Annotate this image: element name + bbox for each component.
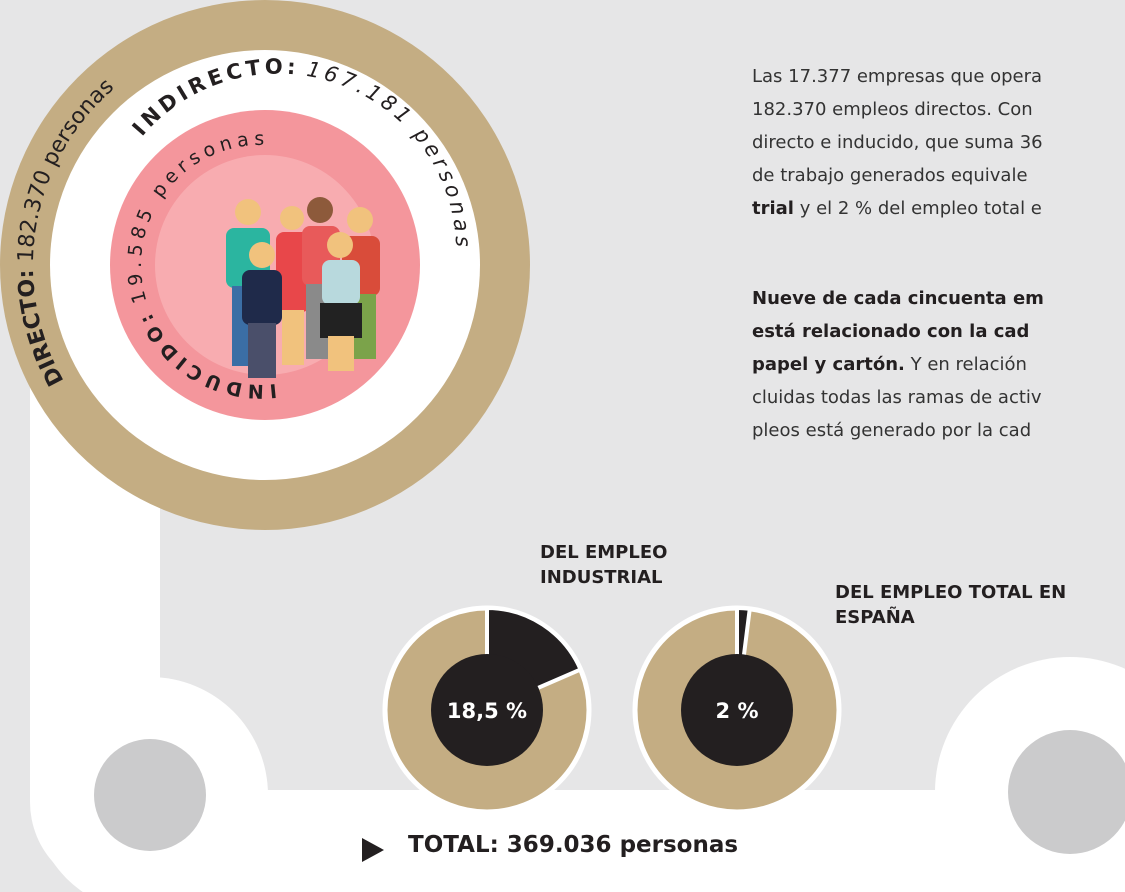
paragraph: Las 17.377 empresas que opera 182.370 emp… — [752, 60, 1043, 225]
text-segment: Nueve de cada cincuenta em — [752, 288, 1044, 309]
text-segment: está relacionado con la cad — [752, 321, 1030, 342]
text-segment: de trabajo generados equivale — [752, 165, 1028, 186]
text-segment: Y en relación — [904, 354, 1027, 375]
text-segment: pleos está generado por la cad — [752, 420, 1032, 441]
text-segment: 182.370 empleos directos. Con — [752, 99, 1033, 120]
donut-label: DEL EMPLEO INDUSTRIAL — [540, 542, 668, 588]
text-segment: cluidas todas las ramas de activ — [752, 387, 1042, 408]
paragraph-line: de trabajo generados equivale — [752, 159, 1043, 192]
paragraph-line: Nueve de cada cincuenta em — [752, 282, 1044, 315]
paragraph-line: cluidas todas las ramas de activ — [752, 381, 1044, 414]
track-knob — [1008, 730, 1125, 854]
text-segment: directo e inducido, que suma 36 — [752, 132, 1043, 153]
paragraph-line: 182.370 empleos directos. Con — [752, 93, 1043, 126]
text-segment: y el 2 % del empleo total e — [793, 198, 1042, 219]
text-segment: Las 17.377 empresas que opera — [752, 66, 1043, 87]
donut-hole — [431, 654, 543, 766]
total: TOTAL: 369.036 personas — [408, 832, 739, 858]
donut-label: DEL EMPLEO TOTAL EN ESPAÑA — [835, 582, 1067, 628]
total-arrow — [362, 838, 384, 862]
paragraph-line: pleos está generado por la cad — [752, 414, 1044, 447]
donuts: 18,5 % 2 % — [382, 605, 842, 815]
paragraph-line: directo e inducido, que suma 36 — [752, 126, 1043, 159]
paragraph: Nueve de cada cincuenta em está relaciona… — [752, 282, 1044, 447]
donut-hole — [681, 654, 793, 766]
paragraph-line: trial y el 2 % del empleo total e — [752, 192, 1043, 225]
track-knob — [94, 739, 206, 851]
donut-value-label: 18,5 % — [447, 699, 527, 723]
paragraph-line: está relacionado con la cad — [752, 315, 1044, 348]
text-segment: papel y cartón. — [752, 354, 905, 375]
paragraph-line: papel y cartón. Y en relación — [752, 348, 1044, 381]
people — [226, 197, 380, 378]
text-segment: trial — [752, 198, 794, 219]
paragraph-line: Las 17.377 empresas que opera — [752, 60, 1043, 93]
donut-value-label: 2 % — [716, 699, 759, 723]
